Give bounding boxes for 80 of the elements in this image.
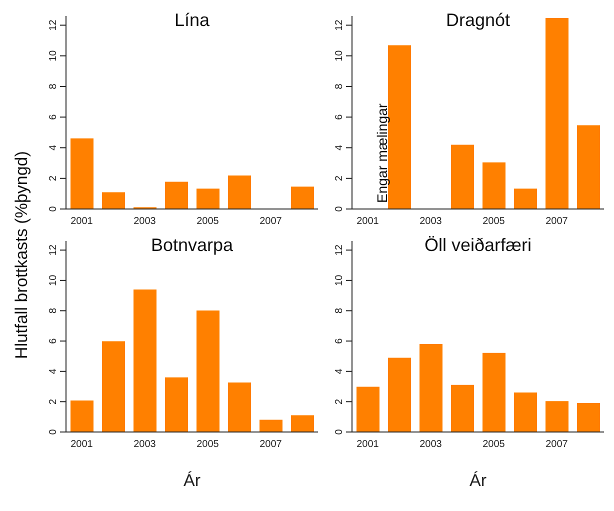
y-tick-label: 6 bbox=[334, 338, 345, 344]
y-tick-label: 8 bbox=[48, 308, 59, 314]
bar bbox=[544, 17, 570, 209]
bar bbox=[450, 384, 475, 432]
y-tick-label: 2 bbox=[334, 175, 345, 182]
y-axis-title: Hlutfall brottkasts (%þyngd) bbox=[12, 151, 32, 359]
y-tick-label: 8 bbox=[334, 83, 345, 90]
y-tick-label: 8 bbox=[48, 83, 59, 90]
y-tick-label: 6 bbox=[48, 114, 59, 120]
bar bbox=[387, 356, 412, 432]
bar bbox=[227, 174, 252, 209]
y-tick-label: 6 bbox=[334, 114, 345, 120]
bar bbox=[513, 391, 538, 432]
bar bbox=[227, 381, 252, 432]
y-tick-label: 10 bbox=[334, 274, 345, 286]
x-tick-label: 2007 bbox=[546, 216, 568, 228]
y-tick-label: 10 bbox=[48, 50, 59, 62]
y-tick-label: 0 bbox=[334, 428, 345, 435]
bar bbox=[482, 352, 506, 432]
y-tick-label: 12 bbox=[334, 244, 345, 256]
y-tick-label: 2 bbox=[48, 398, 59, 404]
x-tick-label: 2005 bbox=[482, 216, 506, 228]
x-tick-label: 2003 bbox=[420, 439, 442, 450]
y-tick-label: 0 bbox=[48, 428, 59, 435]
chart-title: Dragnót bbox=[444, 10, 512, 31]
y-tick-label: 2 bbox=[334, 398, 345, 404]
x-axis-title: Ár bbox=[470, 471, 487, 490]
y-tick-label: 0 bbox=[334, 206, 345, 212]
bar bbox=[132, 288, 158, 432]
bar bbox=[101, 340, 126, 432]
chart-title: Botnvarpa bbox=[150, 235, 234, 256]
bar bbox=[482, 161, 506, 209]
y-tick-label: 0 bbox=[48, 206, 59, 212]
bar bbox=[290, 186, 315, 209]
chart-title: Öll veiðarfæri bbox=[423, 235, 533, 256]
y-tick-label: 4 bbox=[334, 144, 345, 151]
x-tick-label: 2005 bbox=[196, 439, 220, 450]
bar bbox=[132, 206, 158, 209]
bar bbox=[101, 191, 126, 209]
x-tick-label: 2001 bbox=[70, 216, 94, 228]
x-tick-label: 2005 bbox=[482, 439, 506, 450]
bar bbox=[450, 144, 475, 209]
x-tick-label: 2007 bbox=[546, 439, 568, 450]
y-tick-label: 12 bbox=[48, 19, 59, 31]
bar bbox=[196, 309, 220, 432]
y-tick-label: 10 bbox=[48, 274, 59, 286]
chart-title: Lína bbox=[173, 10, 211, 31]
annotation: Engar mælingar bbox=[374, 103, 390, 203]
bar bbox=[164, 376, 189, 432]
y-tick-label: 4 bbox=[334, 368, 345, 374]
x-tick-label: 2001 bbox=[356, 439, 380, 450]
bar bbox=[544, 400, 570, 432]
x-axis-title: Ár bbox=[184, 471, 201, 490]
x-tick-label: 2007 bbox=[260, 216, 282, 228]
bar bbox=[290, 414, 315, 432]
bar bbox=[576, 124, 601, 209]
bar bbox=[70, 137, 94, 209]
x-tick-label: 2003 bbox=[134, 216, 156, 228]
x-tick-label: 2003 bbox=[420, 216, 442, 228]
bar bbox=[196, 188, 220, 209]
bar bbox=[70, 400, 94, 432]
y-tick-label: 12 bbox=[334, 19, 345, 31]
bar bbox=[258, 418, 284, 432]
y-tick-label: 8 bbox=[334, 308, 345, 314]
bar bbox=[576, 402, 601, 432]
x-tick-label: 2007 bbox=[260, 439, 282, 450]
y-tick-label: 12 bbox=[48, 244, 59, 256]
y-tick-label: 2 bbox=[48, 175, 59, 182]
bar bbox=[513, 188, 538, 209]
bar bbox=[164, 180, 189, 209]
bar bbox=[356, 386, 380, 432]
x-tick-label: 2003 bbox=[134, 439, 156, 450]
bar bbox=[418, 342, 444, 432]
y-tick-label: 4 bbox=[48, 144, 59, 151]
x-tick-label: 2001 bbox=[356, 216, 380, 228]
y-tick-label: 6 bbox=[48, 338, 59, 344]
y-tick-label: 10 bbox=[334, 50, 345, 62]
x-tick-label: 2005 bbox=[196, 216, 220, 228]
x-tick-label: 2001 bbox=[70, 439, 94, 450]
y-tick-label: 4 bbox=[48, 368, 59, 374]
